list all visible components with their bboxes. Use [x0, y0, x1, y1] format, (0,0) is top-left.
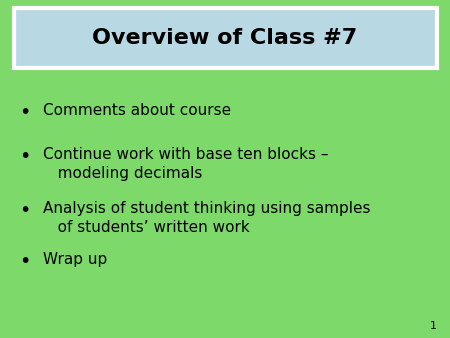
- Text: •: •: [19, 103, 31, 122]
- Text: Wrap up: Wrap up: [43, 252, 107, 267]
- Text: Overview of Class #7: Overview of Class #7: [92, 28, 358, 48]
- Text: Continue work with base ten blocks –
   modeling decimals: Continue work with base ten blocks – mod…: [43, 147, 328, 181]
- Text: 1: 1: [429, 321, 436, 331]
- Text: •: •: [19, 201, 31, 220]
- Text: Comments about course: Comments about course: [43, 103, 231, 118]
- Text: Analysis of student thinking using samples
   of students’ written work: Analysis of student thinking using sampl…: [43, 201, 370, 235]
- Text: •: •: [19, 252, 31, 271]
- Text: •: •: [19, 147, 31, 166]
- FancyBboxPatch shape: [14, 8, 436, 68]
